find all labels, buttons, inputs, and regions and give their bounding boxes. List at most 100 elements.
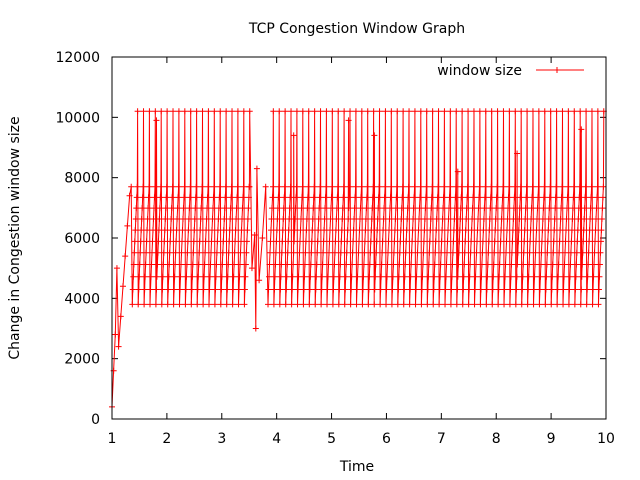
data-point-marker: [377, 286, 384, 293]
data-point-marker: [475, 205, 482, 212]
data-point-marker: [402, 261, 409, 268]
data-point-marker: [489, 301, 496, 308]
data-point-marker: [495, 286, 502, 293]
data-point-marker: [138, 227, 145, 234]
data-point-marker: [276, 108, 283, 115]
data-point-marker: [267, 227, 274, 234]
data-point-marker: [216, 183, 223, 190]
data-point-marker: [231, 261, 238, 268]
data-point-marker: [274, 205, 281, 212]
data-point-marker: [243, 238, 250, 245]
data-point-marker: [450, 227, 457, 234]
data-point-marker: [524, 301, 531, 308]
data-point-marker: [130, 261, 137, 268]
data-point-marker: [472, 273, 479, 280]
data-point-marker: [485, 249, 492, 256]
data-point-marker: [333, 205, 340, 212]
data-point-marker: [568, 227, 575, 234]
data-point-marker: [319, 273, 326, 280]
data-point-marker: [527, 238, 534, 245]
data-point-marker: [154, 249, 161, 256]
data-point-marker: [394, 108, 401, 115]
data-point-marker: [196, 249, 203, 256]
data-point-marker: [178, 238, 185, 245]
data-point-marker: [509, 238, 516, 245]
data-point-marker: [180, 194, 187, 201]
data-point-marker: [555, 261, 562, 268]
data-point-marker: [279, 238, 286, 245]
data-point-marker: [384, 273, 391, 280]
data-point-marker: [228, 183, 235, 190]
data-point-marker: [599, 194, 606, 201]
data-point-marker: [230, 273, 237, 280]
data-point-marker: [231, 249, 238, 256]
data-point-marker: [381, 194, 388, 201]
data-point-marker: [239, 205, 246, 212]
data-point-marker: [478, 273, 485, 280]
data-point-marker: [380, 227, 387, 234]
data-point-marker: [487, 205, 494, 212]
data-point-marker: [377, 301, 384, 308]
data-point-marker: [478, 261, 485, 268]
data-point-marker: [366, 273, 373, 280]
data-point-marker: [201, 273, 208, 280]
data-point-marker: [503, 249, 510, 256]
data-point-marker: [179, 227, 186, 234]
data-point-marker: [235, 301, 242, 308]
data-point-marker: [129, 301, 136, 308]
data-point-marker: [483, 286, 490, 293]
data-point-marker: [201, 261, 208, 268]
data-point-marker: [457, 205, 464, 212]
data-point-marker: [581, 205, 588, 212]
data-point-marker: [460, 273, 467, 280]
data-point-marker: [391, 238, 398, 245]
data-point-marker: [164, 301, 171, 308]
data-point-marker: [507, 286, 514, 293]
data-point-marker: [244, 216, 251, 223]
data-point-marker: [117, 313, 124, 320]
data-point-marker: [366, 261, 373, 268]
data-point-marker: [145, 194, 152, 201]
data-point-marker: [496, 273, 503, 280]
data-point-marker: [565, 301, 572, 308]
data-point-marker: [281, 183, 288, 190]
data-point-marker: [393, 194, 400, 201]
data-point-marker: [297, 216, 304, 223]
data-point-marker: [535, 183, 542, 190]
data-point-marker: [176, 301, 183, 308]
data-point-marker: [314, 238, 321, 245]
data-point-marker: [502, 273, 509, 280]
data-point-marker: [537, 261, 544, 268]
data-point-marker: [203, 216, 210, 223]
data-point-marker: [325, 261, 332, 268]
data-point-marker: [547, 108, 554, 115]
data-point-marker: [539, 216, 546, 223]
data-point-marker: [516, 216, 523, 223]
data-point-marker: [411, 194, 418, 201]
data-point-marker: [477, 301, 484, 308]
data-point-marker: [385, 238, 392, 245]
data-point-marker: [419, 273, 426, 280]
data-point-marker: [207, 249, 214, 256]
data-point-marker: [450, 238, 457, 245]
data-point-marker: [542, 301, 549, 308]
data-point-marker: [549, 273, 556, 280]
data-point-marker: [594, 194, 601, 201]
data-point-marker: [543, 273, 550, 280]
data-point-marker: [195, 261, 202, 268]
data-point-marker: [572, 273, 579, 280]
data-point-marker: [596, 261, 603, 268]
data-point-marker: [389, 286, 396, 293]
data-point-marker: [556, 238, 563, 245]
data-point-marker: [576, 183, 583, 190]
data-point-marker: [574, 238, 581, 245]
data-point-marker: [182, 301, 189, 308]
data-point-marker: [593, 216, 600, 223]
data-point-marker: [379, 238, 386, 245]
legend-marker: [554, 67, 560, 73]
data-point-marker: [122, 253, 129, 260]
data-point-marker: [432, 238, 439, 245]
data-point-marker: [373, 238, 380, 245]
data-point-marker: [135, 286, 142, 293]
data-point-marker: [568, 238, 575, 245]
